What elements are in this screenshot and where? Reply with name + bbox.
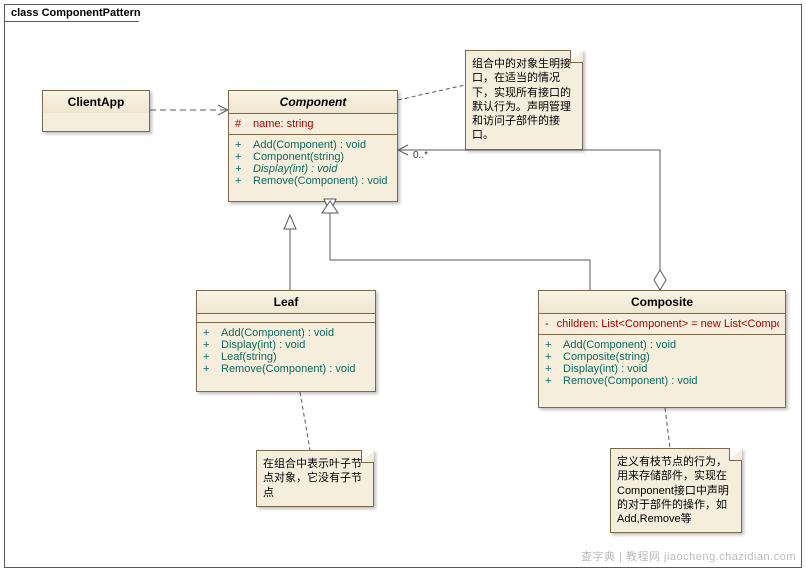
op: +Composite(string) — [545, 351, 779, 363]
op: +Leaf(string) — [203, 351, 369, 363]
op: +Remove(Component) : void — [235, 175, 391, 187]
class-attrs: - children: List<Component> = new List<C… — [539, 313, 785, 334]
class-ops: +Add(Component) : void +Composite(string… — [539, 334, 785, 391]
class-ops: +Add(Component) : void +Component(string… — [229, 134, 397, 191]
class-leaf: Leaf +Add(Component) : void +Display(int… — [196, 290, 376, 392]
op: +Display(int) : void — [203, 339, 369, 351]
class-attrs: # name: string — [229, 113, 397, 134]
class-title: Component — [229, 91, 397, 113]
class-title: Leaf — [197, 291, 375, 313]
class-component: Component # name: string +Add(Component)… — [228, 90, 398, 202]
attr: # name: string — [235, 118, 391, 130]
op: +Component(string) — [235, 151, 391, 163]
note-composite: 定义有枝节点的行为，用来存储部件，实现在Component接口中声明的对于部件的… — [610, 448, 742, 533]
multiplicity-label: 0..* — [413, 150, 428, 161]
op: +Add(Component) : void — [235, 139, 391, 151]
frame-title: class ComponentPattern — [4, 4, 154, 22]
note-component: 组合中的对象生明接口，在适当的情况下，实现所有接口的默认行为。声明管理和访问子部… — [465, 50, 583, 150]
class-title: ClientApp — [43, 91, 149, 113]
op: +Add(Component) : void — [545, 339, 779, 351]
op: +Display(int) : void — [545, 363, 779, 375]
class-composite: Composite - children: List<Component> = … — [538, 290, 786, 408]
op: +Add(Component) : void — [203, 327, 369, 339]
class-ops: +Add(Component) : void +Display(int) : v… — [197, 322, 375, 379]
watermark: 查字典 | 教程网 jiaocheng.chazidian.com — [581, 548, 796, 564]
attr: - children: List<Component> = new List<C… — [545, 318, 779, 330]
op: +Remove(Component) : void — [545, 375, 779, 387]
op: +Display(int) : void — [235, 163, 391, 175]
op: +Remove(Component) : void — [203, 363, 369, 375]
class-title: Composite — [539, 291, 785, 313]
class-attrs — [197, 313, 375, 322]
class-clientapp: ClientApp — [42, 90, 150, 132]
note-leaf: 在组合中表示叶子节点对象，它没有子节点 — [256, 450, 374, 507]
